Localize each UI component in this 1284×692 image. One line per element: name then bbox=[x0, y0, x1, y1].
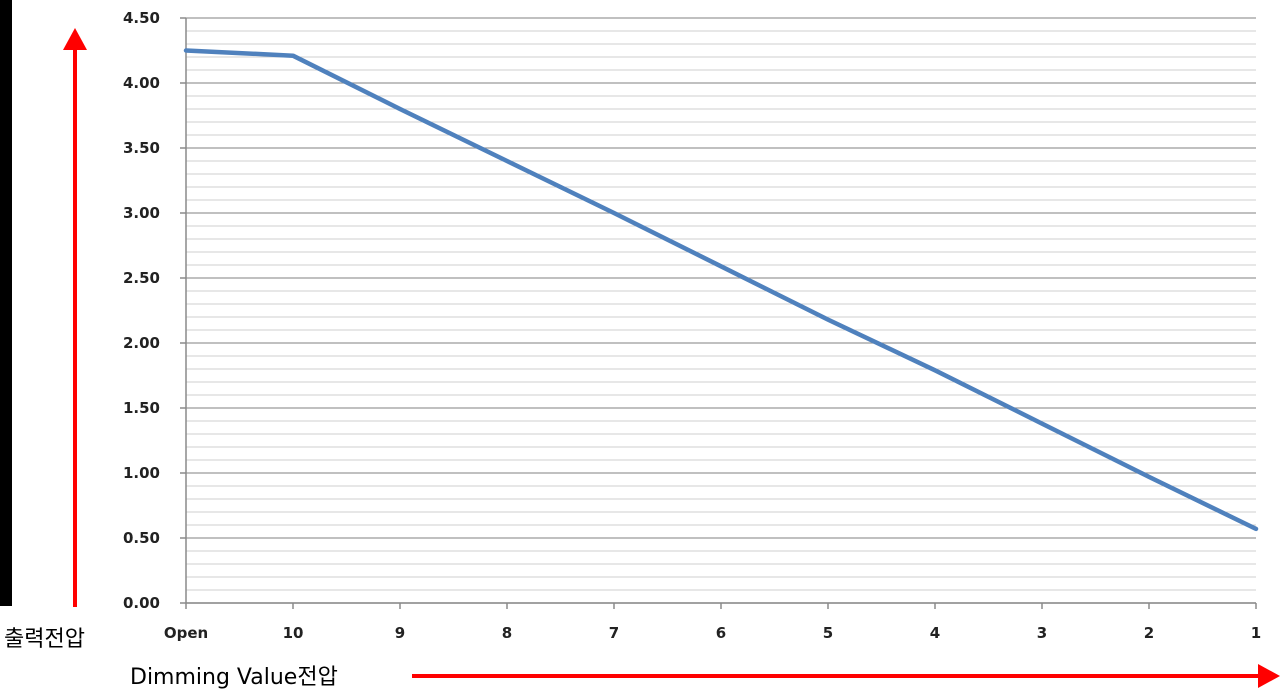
x-tick-label: 10 bbox=[283, 624, 304, 642]
left-edge-bar bbox=[0, 0, 12, 606]
y-tick-label: 0.50 bbox=[123, 529, 160, 547]
x-tick-label: 6 bbox=[716, 624, 726, 642]
series bbox=[183, 48, 1259, 532]
y-tick-label: 1.50 bbox=[123, 399, 160, 417]
series-line bbox=[183, 48, 1259, 532]
x-tick-label: 1 bbox=[1251, 624, 1261, 642]
x-axis-arrow bbox=[412, 664, 1280, 688]
y-tick-labels: 0.00 0.50 1.00 1.50 2.00 2.50 3.00 3.50 4.00 4.50 bbox=[123, 9, 160, 612]
x-tick-label: 8 bbox=[502, 624, 512, 642]
axes bbox=[180, 17, 1257, 609]
y-tick-label: 2.00 bbox=[123, 334, 160, 352]
y-tick-label: 3.00 bbox=[123, 204, 160, 222]
y-tick-label: 4.00 bbox=[123, 74, 160, 92]
x-tick-label: 4 bbox=[930, 624, 940, 642]
x-tick-label: 7 bbox=[609, 624, 619, 642]
y-tick-label: 0.00 bbox=[123, 594, 160, 612]
x-tick-labels: Open 10 9 8 7 6 5 4 3 2 1 bbox=[164, 624, 1261, 642]
grid bbox=[186, 17, 1256, 604]
x-tick-label: 3 bbox=[1037, 624, 1047, 642]
x-axis-label: Dimming Value전압 bbox=[130, 665, 338, 690]
x-tick-label: Open bbox=[164, 624, 208, 642]
y-tick-label: 3.50 bbox=[123, 139, 160, 157]
y-tick-label: 1.00 bbox=[123, 464, 160, 482]
y-tick-label: 2.50 bbox=[123, 269, 160, 287]
y-tick-label: 4.50 bbox=[123, 9, 160, 27]
x-tick-label: 2 bbox=[1144, 624, 1154, 642]
x-tick-label: 9 bbox=[395, 624, 405, 642]
y-axis-label: 출력전압 bbox=[4, 627, 85, 652]
y-axis-arrow bbox=[63, 28, 87, 607]
x-tick-label: 5 bbox=[823, 624, 833, 642]
